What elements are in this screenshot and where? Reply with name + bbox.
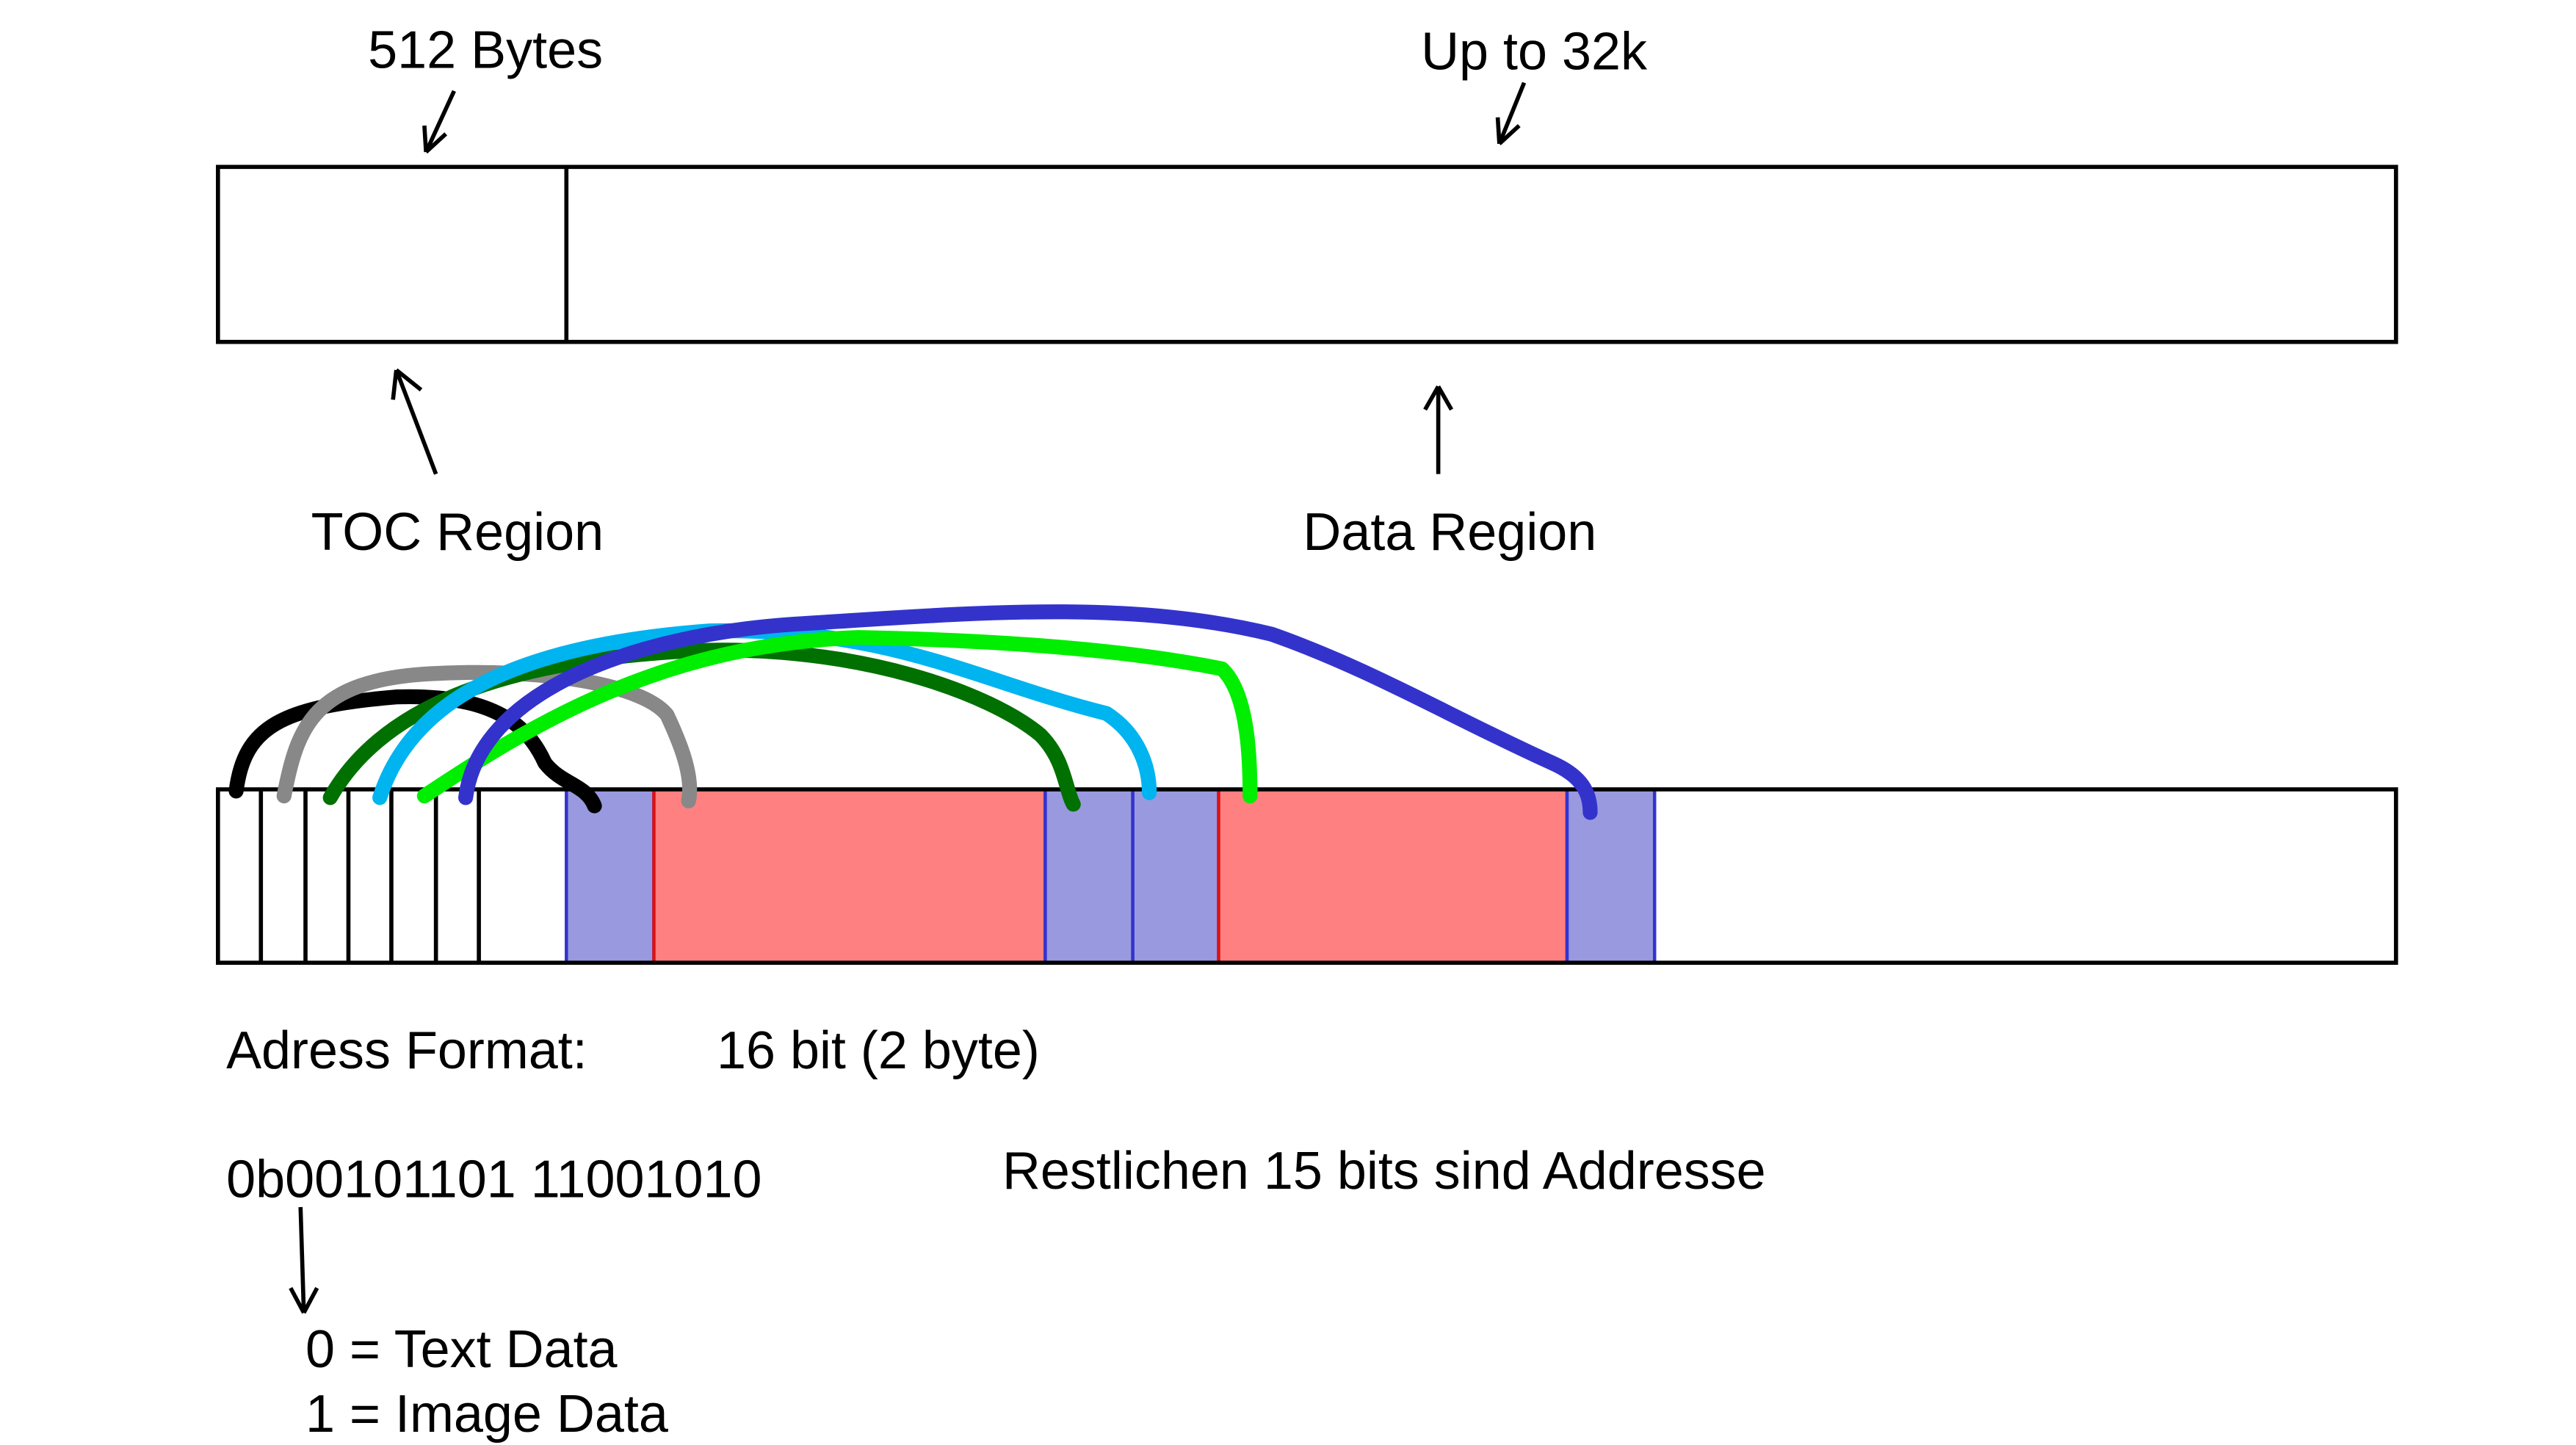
header-block	[565, 787, 656, 965]
legend-image: 1 = Image Data	[305, 1385, 669, 1444]
pointer	[416, 630, 1258, 804]
arrow	[1423, 385, 1454, 474]
arrow	[422, 90, 456, 154]
arrow	[391, 368, 438, 475]
data-region-label: Data Region	[1303, 503, 1596, 562]
memory-block	[216, 164, 2398, 344]
address-format-label: Adress Format:	[226, 1021, 587, 1080]
data-size-label: Up to 32k	[1421, 23, 1648, 82]
payload-block	[1217, 787, 1569, 965]
pointer	[322, 642, 1081, 812]
header-block	[1565, 787, 1657, 965]
legend-text: 0 = Text Data	[305, 1320, 618, 1379]
toc-size-label: 512 Bytes	[368, 21, 603, 79]
pointers	[228, 604, 1598, 820]
header-block	[1043, 787, 1135, 965]
arrow	[289, 1206, 319, 1314]
pointer	[228, 689, 602, 814]
address-example: 0b00101101 11001010	[226, 1151, 761, 1209]
address-format-value: 16 bit (2 byte)	[717, 1021, 1040, 1080]
arrow	[1495, 82, 1527, 145]
header-block	[1131, 787, 1220, 965]
toc-slots	[258, 789, 481, 963]
payload-block	[652, 787, 1047, 965]
memory-layout	[216, 787, 2398, 965]
data-blocks	[565, 787, 1657, 965]
pointer	[458, 604, 1598, 820]
toc-region-label: TOC Region	[311, 503, 604, 562]
address-rest-note: Restlichen 15 bits sind Addresse	[1002, 1142, 1766, 1200]
arrows	[289, 82, 1527, 1314]
